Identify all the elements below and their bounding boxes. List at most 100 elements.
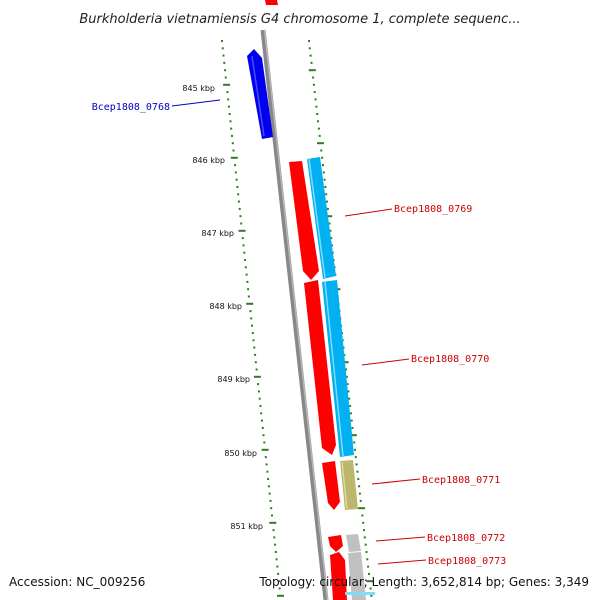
minor-tick <box>321 156 324 159</box>
minor-tick <box>343 353 346 356</box>
minor-tick <box>232 149 235 152</box>
minor-tick <box>245 273 248 276</box>
minor-tick <box>354 448 356 451</box>
minor-tick <box>322 164 324 167</box>
gene-label-bcep1808-0773[interactable]: Bcep1808_0773 <box>428 556 506 567</box>
gene-label-bcep1808-0771[interactable]: Bcep1808_0771 <box>422 475 500 486</box>
minor-tick <box>358 485 361 488</box>
minor-tick <box>247 295 250 298</box>
minor-tick <box>240 222 243 225</box>
major-tick <box>317 142 324 145</box>
minor-tick <box>257 383 260 386</box>
minor-tick <box>253 346 256 349</box>
top-partial-feature[interactable] <box>265 0 278 5</box>
minor-tick <box>349 412 352 415</box>
minor-tick <box>250 317 253 320</box>
gene-label-bcep1808-0770[interactable]: Bcep1808_0770 <box>411 354 489 365</box>
minor-tick <box>230 127 233 130</box>
minor-tick <box>316 113 319 115</box>
scale-label: 850 kbp <box>224 449 257 458</box>
minor-tick <box>356 470 359 473</box>
minor-tick <box>347 390 350 393</box>
minor-tick <box>234 164 237 167</box>
minor-tick <box>227 98 230 101</box>
minor-tick <box>362 521 365 524</box>
minor-tick <box>241 237 244 240</box>
scale-label: 851 kbp <box>230 522 263 531</box>
gene-bcep1808-0770[interactable] <box>304 280 354 457</box>
minor-tick <box>252 339 255 342</box>
minor-tick <box>257 390 260 393</box>
minor-tick <box>237 200 240 203</box>
minor-tick <box>308 47 311 50</box>
minor-tick <box>224 76 227 79</box>
minor-tick <box>366 558 369 561</box>
gene-label-bcep1808-0769[interactable]: Bcep1808_0769 <box>394 204 472 215</box>
minor-tick <box>264 456 267 459</box>
gene-bcep1808-0773[interactable] <box>330 552 375 600</box>
minor-tick <box>249 310 252 313</box>
map-title: Burkholderia vietnamiensis G4 chromosome… <box>79 12 520 27</box>
minor-tick <box>312 83 315 86</box>
major-tick <box>230 156 238 159</box>
major-tick <box>358 507 366 510</box>
scale-label: 845 kbp <box>182 84 215 93</box>
minor-tick <box>247 288 250 291</box>
minor-tick <box>266 470 269 473</box>
minor-tick <box>363 536 366 539</box>
minor-tick <box>357 478 360 480</box>
major-tick <box>308 69 316 72</box>
minor-tick <box>231 134 233 137</box>
minor-tick <box>320 149 323 152</box>
minor-tick <box>353 441 356 444</box>
chromosome-backbone <box>260 29 329 600</box>
major-tick <box>269 521 277 524</box>
gene-bcep1808-0768[interactable] <box>247 49 273 139</box>
minor-tick <box>329 229 332 232</box>
gene-label-bcep1808-0772[interactable]: Bcep1808_0772 <box>427 533 505 544</box>
minor-tick <box>231 142 234 145</box>
minor-tick <box>246 280 249 283</box>
minor-tick <box>271 514 273 517</box>
minor-tick <box>354 456 357 459</box>
major-tick <box>277 594 284 597</box>
minor-tick <box>361 514 364 517</box>
minor-tick <box>237 193 240 196</box>
minor-tick <box>324 186 327 188</box>
scale-label: 847 kbp <box>201 229 234 238</box>
minor-tick <box>351 426 354 429</box>
minor-tick <box>267 478 270 480</box>
gene-bcep1808-0771[interactable] <box>322 460 358 510</box>
minor-tick <box>221 47 224 50</box>
minor-tick <box>346 383 349 386</box>
minor-tick <box>258 397 261 400</box>
minor-tick <box>244 259 247 261</box>
label-leader-lines <box>171 99 427 565</box>
minor-tick <box>359 499 362 502</box>
minor-tick <box>275 558 278 561</box>
minor-tick <box>243 251 246 254</box>
minor-tick <box>251 332 254 334</box>
major-tick <box>341 361 349 364</box>
minor-tick <box>254 361 257 364</box>
gene-bcep1808-0769[interactable] <box>289 157 336 280</box>
minor-tick <box>310 61 313 64</box>
minor-tick <box>345 368 347 371</box>
scale-labels: 845 kbp 846 kbp 847 kbp 848 kbp 849 kbp … <box>182 84 263 531</box>
gene-label-bcep1808-0768[interactable]: Bcep1808_0768 <box>92 102 170 113</box>
gene-bcep1808-0772[interactable] <box>328 534 361 552</box>
minor-tick <box>277 580 280 583</box>
minor-tick <box>276 565 279 568</box>
minor-tick <box>259 405 262 407</box>
minor-tick <box>251 324 253 327</box>
minor-tick <box>315 105 318 108</box>
minor-tick <box>328 222 331 225</box>
minor-tick <box>227 105 230 108</box>
major-tick <box>349 434 357 437</box>
minor-tick <box>236 186 239 188</box>
minor-tick <box>272 529 275 532</box>
minor-tick <box>274 551 277 553</box>
major-tick <box>253 375 261 378</box>
minor-tick <box>278 587 281 590</box>
